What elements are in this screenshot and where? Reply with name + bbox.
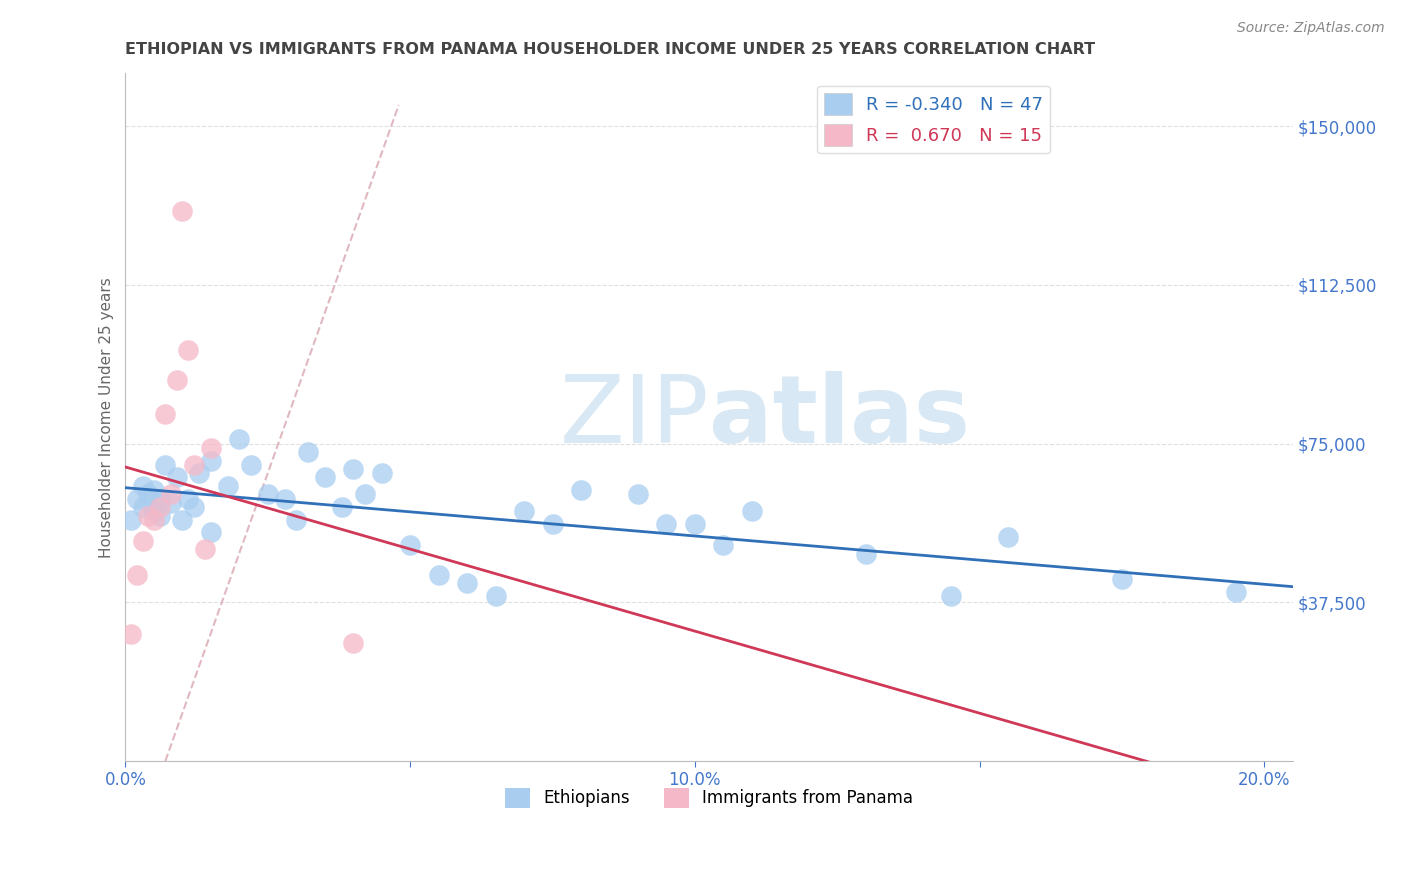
Point	[183, 500, 205, 514]
Point	[285, 513, 308, 527]
Point	[1225, 584, 1247, 599]
Point	[136, 508, 159, 523]
Point	[855, 547, 877, 561]
Point	[370, 467, 392, 481]
Point	[541, 516, 564, 531]
Point	[330, 500, 353, 514]
Point	[274, 491, 297, 506]
Point	[513, 504, 536, 518]
Point	[160, 496, 183, 510]
Point	[741, 504, 763, 518]
Point	[155, 407, 177, 421]
Text: atlas: atlas	[709, 371, 970, 463]
Point	[183, 458, 205, 472]
Point	[399, 538, 422, 552]
Point	[172, 513, 194, 527]
Point	[177, 491, 200, 506]
Point	[120, 627, 142, 641]
Point	[166, 470, 188, 484]
Legend: Ethiopians, Immigrants from Panama: Ethiopians, Immigrants from Panama	[499, 781, 920, 814]
Point	[142, 513, 165, 527]
Point	[142, 504, 165, 518]
Point	[239, 458, 262, 472]
Point	[342, 635, 364, 649]
Point	[120, 513, 142, 527]
Point	[166, 373, 188, 387]
Point	[149, 508, 172, 523]
Point	[569, 483, 592, 498]
Point	[353, 487, 375, 501]
Text: ZIP: ZIP	[560, 371, 709, 463]
Point	[125, 567, 148, 582]
Point	[125, 491, 148, 506]
Point	[314, 470, 336, 484]
Point	[256, 487, 278, 501]
Point	[484, 589, 506, 603]
Point	[194, 542, 217, 557]
Point	[172, 203, 194, 218]
Point	[655, 516, 678, 531]
Point	[297, 445, 319, 459]
Point	[160, 487, 183, 501]
Point	[131, 500, 153, 514]
Point	[939, 589, 962, 603]
Point	[136, 487, 159, 501]
Point	[188, 467, 211, 481]
Y-axis label: Householder Income Under 25 years: Householder Income Under 25 years	[100, 277, 114, 558]
Point	[177, 343, 200, 358]
Point	[131, 533, 153, 548]
Point	[217, 479, 239, 493]
Point	[228, 433, 250, 447]
Text: ETHIOPIAN VS IMMIGRANTS FROM PANAMA HOUSEHOLDER INCOME UNDER 25 YEARS CORRELATIO: ETHIOPIAN VS IMMIGRANTS FROM PANAMA HOUS…	[125, 42, 1095, 57]
Point	[200, 525, 222, 540]
Point	[627, 487, 650, 501]
Point	[200, 441, 222, 455]
Point	[155, 458, 177, 472]
Point	[456, 576, 478, 591]
Point	[131, 479, 153, 493]
Point	[142, 483, 165, 498]
Point	[200, 453, 222, 467]
Point	[149, 500, 172, 514]
Point	[711, 538, 734, 552]
Point	[149, 491, 172, 506]
Point	[997, 530, 1019, 544]
Text: Source: ZipAtlas.com: Source: ZipAtlas.com	[1237, 21, 1385, 35]
Point	[427, 567, 450, 582]
Point	[1111, 572, 1133, 586]
Point	[342, 462, 364, 476]
Point	[683, 516, 706, 531]
